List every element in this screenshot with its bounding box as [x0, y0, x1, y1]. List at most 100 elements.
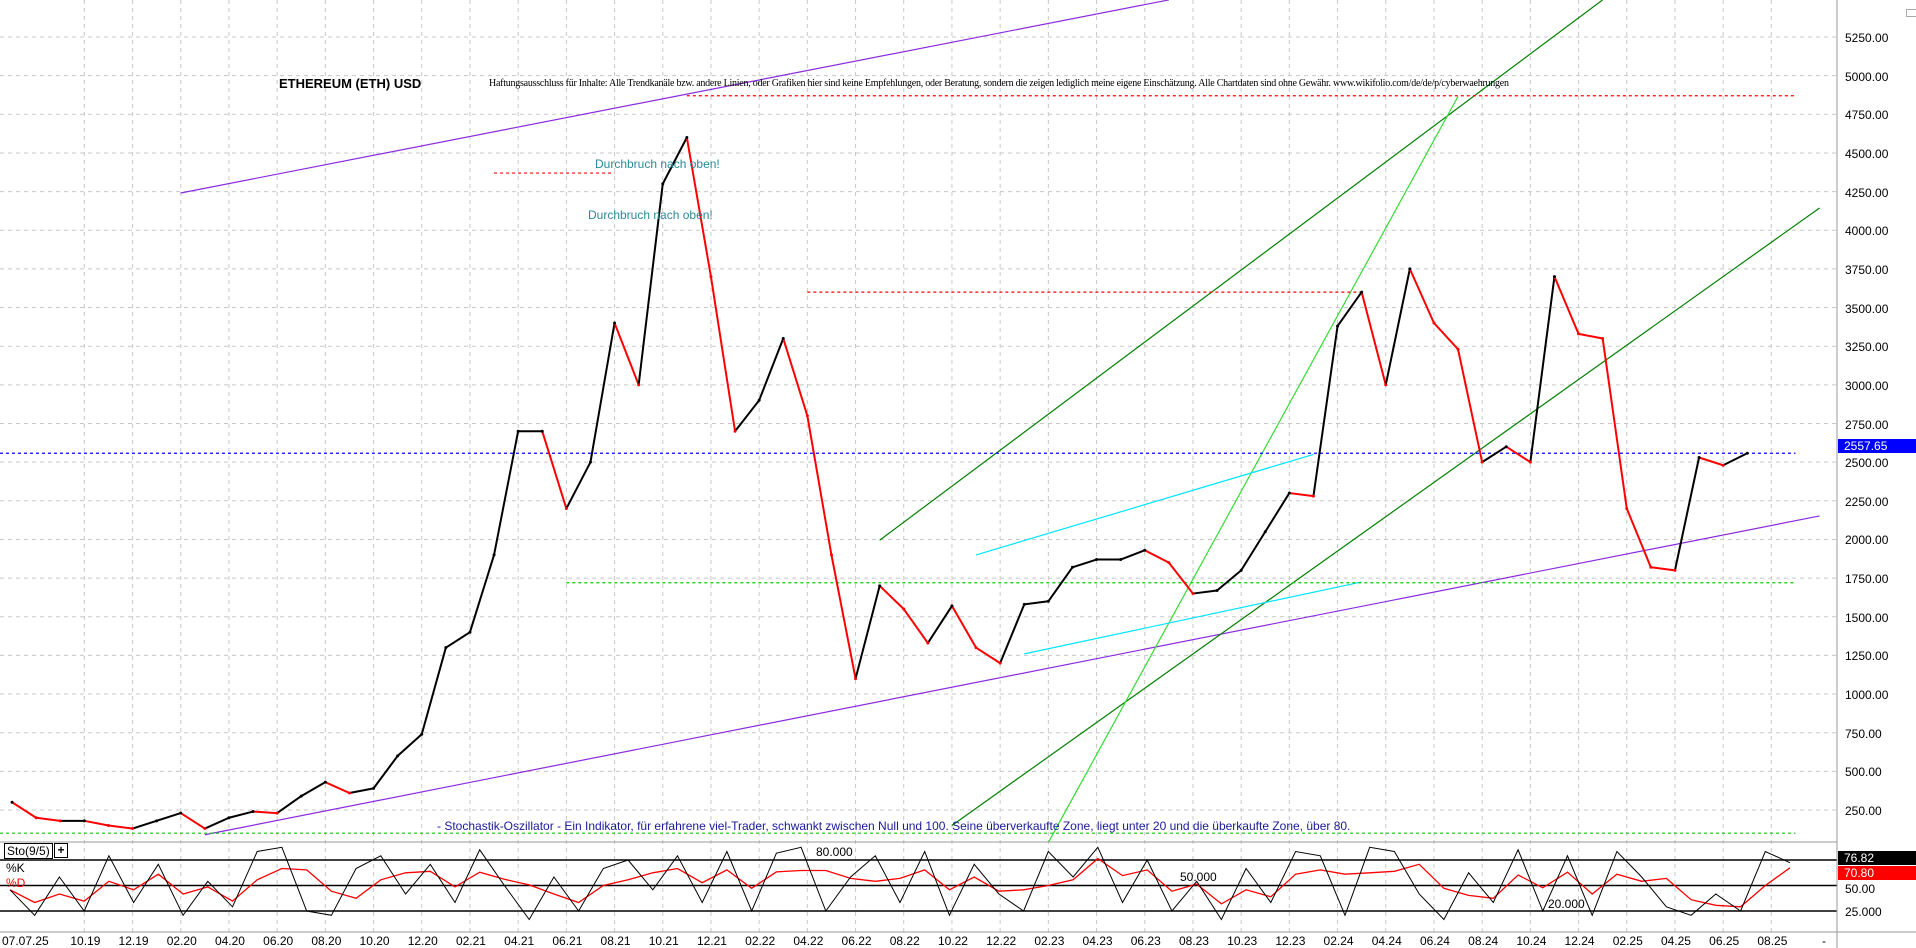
price-point [1191, 592, 1195, 596]
price-series [10, 135, 1749, 831]
price-segment [951, 605, 977, 649]
time-axis-tick: 08.24 [1468, 934, 1499, 948]
trendline [951, 207, 1820, 826]
price-segment [1457, 349, 1484, 463]
price-segment [1505, 445, 1531, 463]
price-axis-tick: 500.00 [1845, 765, 1882, 780]
price-axis-tick: 3000.00 [1845, 378, 1889, 393]
price-segment [1289, 492, 1314, 498]
price-axis-tick: 1750.00 [1845, 572, 1889, 587]
d-legend: %D [6, 876, 26, 890]
price-point [613, 321, 617, 325]
annotation-breakout-2: Durchbruch nach oben! [588, 208, 713, 222]
price-point [396, 754, 400, 758]
time-axis-tick: 06.22 [841, 934, 872, 948]
price-point [10, 800, 14, 804]
price-segment [180, 812, 206, 830]
price-axis-tick: 3500.00 [1845, 301, 1889, 316]
price-segment [132, 819, 157, 830]
time-axis-tick: 02.23 [1034, 934, 1065, 948]
price-point [998, 661, 1002, 665]
price-point [323, 780, 327, 784]
price-axis-tick: 2500.00 [1845, 456, 1889, 471]
price-point [1287, 491, 1291, 495]
price-point [1384, 383, 1388, 387]
price-segment [1168, 562, 1194, 595]
price-segment [1408, 268, 1435, 324]
price-point [878, 584, 882, 588]
price-point [974, 646, 978, 650]
time-axis-tick: 08.21 [600, 934, 631, 948]
time-axis-tick: 04.20 [214, 934, 245, 948]
trendline [204, 515, 1820, 836]
price-point [227, 816, 231, 820]
level-20-label: 20.000 [1548, 897, 1585, 911]
price-segment [1120, 549, 1146, 561]
minimize-button[interactable] [1906, 9, 1916, 17]
time-axis-tick: 04.21 [504, 934, 535, 948]
price-segment [396, 733, 423, 757]
price-segment [1047, 566, 1074, 602]
price-segment [637, 183, 664, 385]
price-point [492, 553, 496, 557]
price-point [516, 429, 520, 433]
price-segment [1601, 338, 1628, 509]
time-axis-tick: 10.24 [1516, 934, 1547, 948]
time-axis-tick: 10.23 [1227, 934, 1258, 948]
price-segment [782, 338, 809, 417]
price-segment [927, 605, 953, 644]
time-axis-tick: 02.25 [1612, 934, 1643, 948]
price-segment [36, 816, 61, 822]
price-point [58, 819, 62, 823]
k-last-badge: 76.82 [1838, 851, 1916, 865]
annotation-breakout-1: Durchbruch nach oben! [595, 157, 720, 171]
price-axis-tick: 2250.00 [1845, 494, 1889, 509]
price-segment [204, 816, 230, 830]
price-segment [806, 415, 833, 556]
trendlines [0, 0, 1820, 843]
price-segment [1529, 276, 1556, 463]
stoch-axis-tick: 50.00 [1845, 882, 1876, 896]
price-segment [1481, 445, 1507, 463]
price-point [1215, 588, 1219, 592]
time-axis-tick: 12.22 [986, 934, 1017, 948]
stoch-k-line [9, 846, 1791, 921]
time-axis-tick: 10.21 [648, 934, 679, 948]
price-segment [661, 137, 688, 185]
price-point [1649, 565, 1653, 569]
time-axis-tick: 10.22 [937, 934, 968, 948]
price-segment [854, 585, 881, 679]
price-segment [1144, 549, 1170, 564]
price-point [106, 823, 110, 827]
disclaimer-text: Haftungsausschluss für Inhalte: Alle Tre… [489, 78, 1509, 89]
stochastic-label[interactable]: Sto(9/5) [4, 843, 53, 859]
price-point [1745, 451, 1749, 455]
stoch-d-line [9, 857, 1791, 908]
price-segment [685, 137, 712, 277]
time-axis-tick: 06.23 [1130, 934, 1161, 948]
price-segment [1625, 508, 1652, 568]
time-axis-tick: 08.20 [311, 934, 342, 948]
time-axis-tick: 10.19 [70, 934, 101, 948]
price-point [34, 816, 38, 820]
price-point [1697, 456, 1701, 460]
price-point [902, 607, 906, 611]
price-segment [830, 554, 857, 679]
time-axis-tick: 02.20 [166, 934, 197, 948]
price-segment [975, 646, 1001, 664]
price-segment [709, 276, 737, 432]
trendline [1024, 581, 1362, 655]
price-segment [1650, 566, 1676, 572]
time-axis-tick: 10.20 [359, 934, 390, 948]
price-point [1601, 336, 1605, 340]
axis-end-marker: - [1822, 934, 1826, 948]
price-point [1552, 275, 1556, 279]
add-indicator-button[interactable]: + [54, 843, 68, 858]
time-axis-tick: 12.23 [1275, 934, 1306, 948]
price-axis-tick: 4500.00 [1845, 146, 1889, 161]
price-axis-tick: 3250.00 [1845, 340, 1889, 355]
price-point [588, 460, 592, 464]
price-segment [613, 322, 640, 386]
time-axis-tick: 08.23 [1178, 934, 1209, 948]
